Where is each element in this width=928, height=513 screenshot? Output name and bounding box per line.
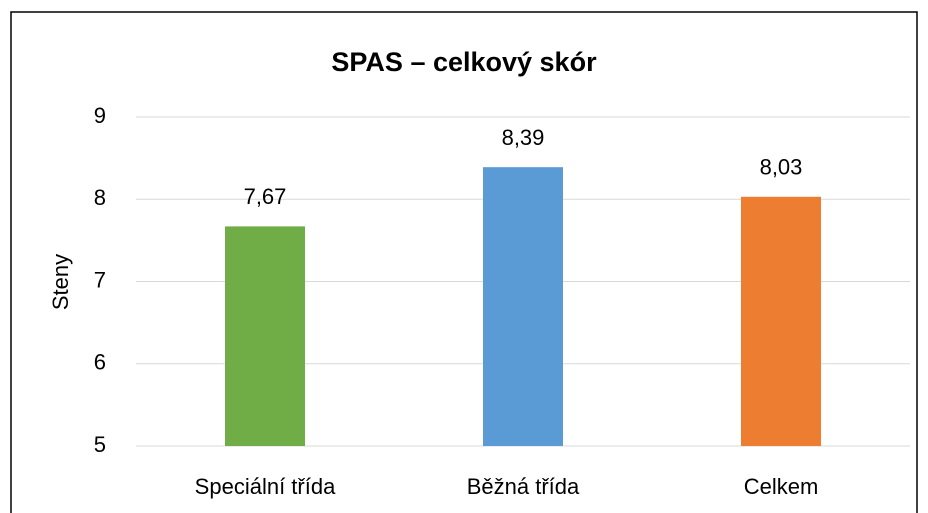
- x-tick-label: Celkem: [744, 474, 819, 499]
- y-tick-label: 6: [94, 350, 106, 375]
- data-label: 8,39: [502, 125, 545, 150]
- y-axis-label: Steny: [48, 254, 73, 310]
- bar: [483, 167, 563, 447]
- x-tick-label: Běžná třída: [467, 474, 580, 499]
- chart-title: SPAS – celkový skór: [331, 47, 597, 77]
- y-tick-label: 7: [94, 267, 106, 292]
- y-tick-label: 8: [94, 185, 106, 210]
- y-tick-label: 9: [94, 103, 106, 128]
- bar: [225, 226, 305, 446]
- bar: [741, 196, 821, 446]
- x-tick-label: Speciální třída: [195, 474, 336, 499]
- data-label: 7,67: [244, 184, 287, 209]
- data-label: 8,03: [760, 155, 803, 180]
- y-tick-label: 5: [94, 432, 106, 457]
